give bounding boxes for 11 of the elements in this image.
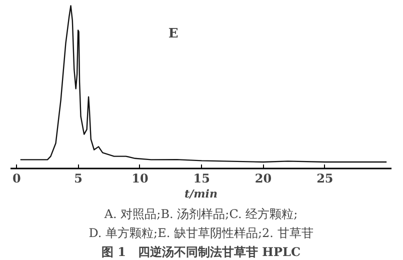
x-tick-label: 15 <box>193 172 210 186</box>
text: D. 单方颗粒;E. 缺甘草阴性样品;2. 甘草苷 <box>88 226 314 240</box>
caption: 图 1 四逆汤不同制法甘草苷 HPLC <box>101 245 301 259</box>
x-tick-label: 10 <box>132 172 148 186</box>
x-axis-title: t/min <box>184 188 218 200</box>
text: A. 对照品;B. 汤剂样品;C. 经方颗粒; <box>103 207 298 221</box>
x-tick-label: 25 <box>316 172 334 186</box>
x-tick-label: 0 <box>12 172 21 186</box>
x-tick-label: 5 <box>74 172 82 186</box>
x-tick-label: 20 <box>254 172 272 186</box>
annotation: E <box>168 26 178 42</box>
